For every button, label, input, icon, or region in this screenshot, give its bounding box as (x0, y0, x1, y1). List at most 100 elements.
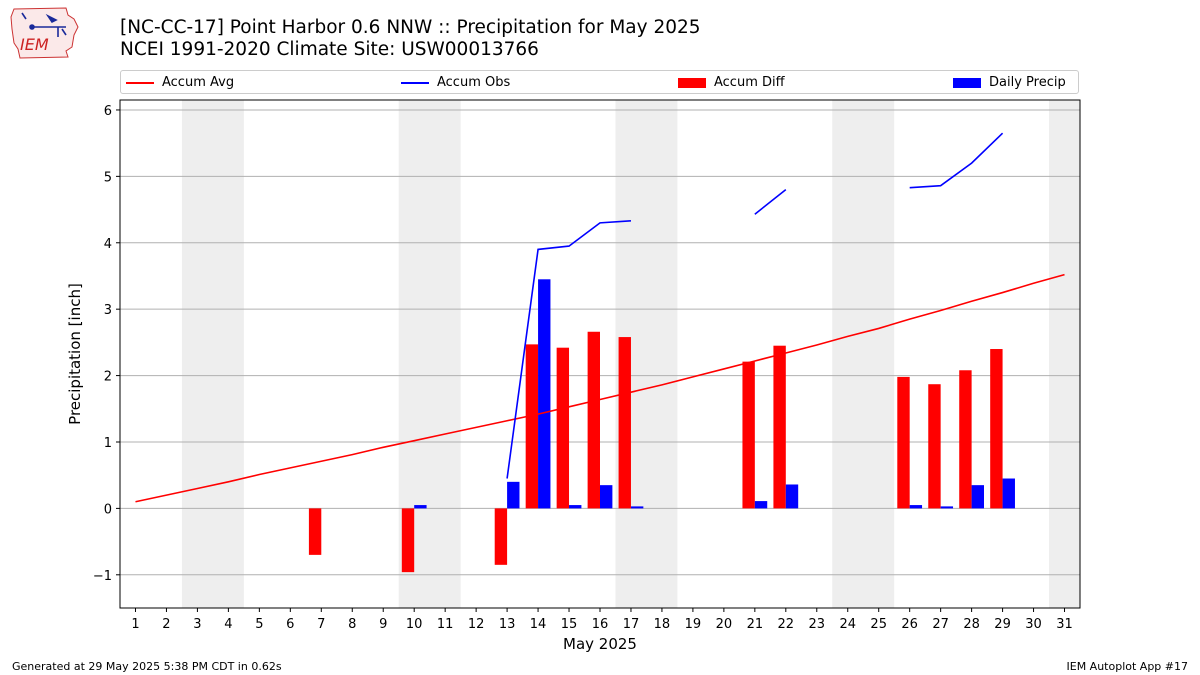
x-tick-label: 9 (379, 617, 387, 632)
x-axis-label: May 2025 (563, 635, 637, 653)
weekend-shading (181, 100, 1080, 608)
accum-diff-bar (308, 508, 322, 555)
accum-obs-line (909, 132, 1004, 189)
accum-avg-line (135, 273, 1065, 503)
accum-diff-bar (742, 361, 755, 509)
accum-diff-bar (897, 376, 910, 509)
daily-precip-bar (630, 506, 644, 509)
chart-title: [NC-CC-17] Point Harbor 0.6 NNW :: Preci… (120, 17, 701, 38)
x-tick-label: 20 (716, 617, 733, 632)
accum-diff-bar (618, 337, 631, 509)
x-tick-label: 25 (870, 617, 887, 632)
chart-subtitle: NCEI 1991-2020 Climate Site: USW00013766 (120, 39, 539, 60)
y-tick-label: 0 (104, 502, 112, 517)
y-axis-label: Precipitation [inch] (66, 283, 84, 425)
y-tick-label: 5 (104, 170, 112, 185)
footer-generated: Generated at 29 May 2025 5:38 PM CDT in … (12, 660, 282, 673)
weekend-band (832, 100, 895, 608)
accum-diff-bar (587, 331, 600, 509)
weekend-band (181, 100, 244, 608)
daily-precip-bar (940, 506, 954, 509)
daily-precip-bar (600, 485, 613, 509)
x-tick-label: 11 (437, 617, 454, 632)
legend-item-accum-diff: Accum Diff (678, 74, 785, 92)
legend-item-accum-obs: Accum Obs (401, 74, 510, 92)
x-tick-label: 8 (348, 617, 356, 632)
daily-precip-bar (414, 505, 427, 509)
logo-text: IEM (20, 35, 49, 54)
daily-precip-bar (569, 505, 582, 509)
x-tick-label: 6 (286, 617, 294, 632)
accum-diff-bar (525, 344, 539, 509)
x-tick-label: 24 (839, 617, 856, 632)
weather-instrument-icon (21, 12, 67, 37)
x-tick-label: 5 (255, 617, 263, 632)
y-tick-label: 4 (104, 237, 112, 252)
accum-diff-bar (556, 347, 570, 509)
bars (308, 279, 1015, 573)
x-tick-label: 16 (592, 617, 609, 632)
x-tick-label: 7 (317, 617, 325, 632)
x-tick-label: 1 (131, 617, 139, 632)
footer-app: IEM Autoplot App #17 (1066, 660, 1189, 673)
x-tick-label: 4 (224, 617, 232, 632)
daily-precip-bar (754, 501, 768, 509)
x-tick-label: 22 (778, 617, 795, 632)
x-tick-label: 3 (193, 617, 201, 632)
x-tick-label: 29 (994, 617, 1011, 632)
accum-diff-bar (401, 508, 415, 573)
accum-diff-bar (990, 349, 1003, 509)
series-lines (135, 132, 1065, 503)
legend-swatch (678, 77, 706, 88)
accum-diff-bar (773, 345, 786, 509)
x-tick-label: 12 (468, 617, 485, 632)
y-tick-label: 2 (104, 370, 112, 385)
weekend-band (1049, 100, 1080, 608)
legend-label: Daily Precip (989, 75, 1066, 90)
iowa-state-outline-icon (10, 7, 79, 59)
legend-swatch (126, 81, 154, 84)
legend-swatch (401, 81, 429, 84)
accum-diff-bar (928, 384, 941, 509)
x-tick-label: 28 (963, 617, 980, 632)
accum-diff-bar (959, 370, 972, 509)
x-tick-label: 10 (406, 617, 423, 632)
x-tick-label: 21 (747, 617, 764, 632)
x-tick-label: 17 (623, 617, 640, 632)
legend-label: Accum Obs (437, 75, 511, 90)
legend-label: Accum Diff (714, 75, 785, 90)
x-tick-label: 2 (162, 617, 170, 632)
x-tick-label: 30 (1025, 617, 1042, 632)
accum-obs-line (754, 189, 787, 215)
x-tick-label: 14 (530, 617, 547, 632)
y-tick-label: −1 (93, 569, 112, 584)
legend-label: Accum Avg (162, 75, 235, 90)
x-tick-label: 31 (1056, 617, 1073, 632)
x-tick-label: 15 (561, 617, 578, 632)
x-tick-label: 13 (499, 617, 516, 632)
daily-precip-bar (1002, 478, 1015, 509)
legend: Accum Avg Accum Obs Accum Diff Daily Pre… (120, 70, 1079, 94)
y-tick-label: 3 (104, 303, 112, 318)
accum-obs-line (506, 220, 632, 479)
y-axis: −1 0 1 2 3 4 5 6 (93, 104, 120, 584)
x-tick-label: 27 (932, 617, 949, 632)
y-tick-label: 1 (104, 436, 112, 451)
daily-precip-bar (507, 481, 520, 509)
daily-precip-bar (785, 484, 799, 509)
x-tick-label: 18 (654, 617, 671, 632)
x-axis: 1 2 3 4 5 6 7 8 9 10 11 12 13 14 15 16 17 18 19 20 21 22 23 24 2… (131, 608, 1073, 632)
daily-precip-bar (538, 279, 551, 509)
x-tick-label: 26 (901, 617, 918, 632)
accum-diff-bar (494, 508, 508, 565)
y-tick-label: 6 (104, 104, 112, 119)
iem-logo: IEM (8, 5, 82, 60)
x-tick-label: 23 (809, 617, 826, 632)
daily-precip-bar (971, 485, 984, 509)
legend-item-accum-avg: Accum Avg (126, 74, 234, 92)
legend-swatch (953, 77, 981, 88)
legend-item-daily-precip: Daily Precip (953, 74, 1066, 92)
x-tick-label: 19 (685, 617, 702, 632)
daily-precip-bar (909, 505, 923, 509)
